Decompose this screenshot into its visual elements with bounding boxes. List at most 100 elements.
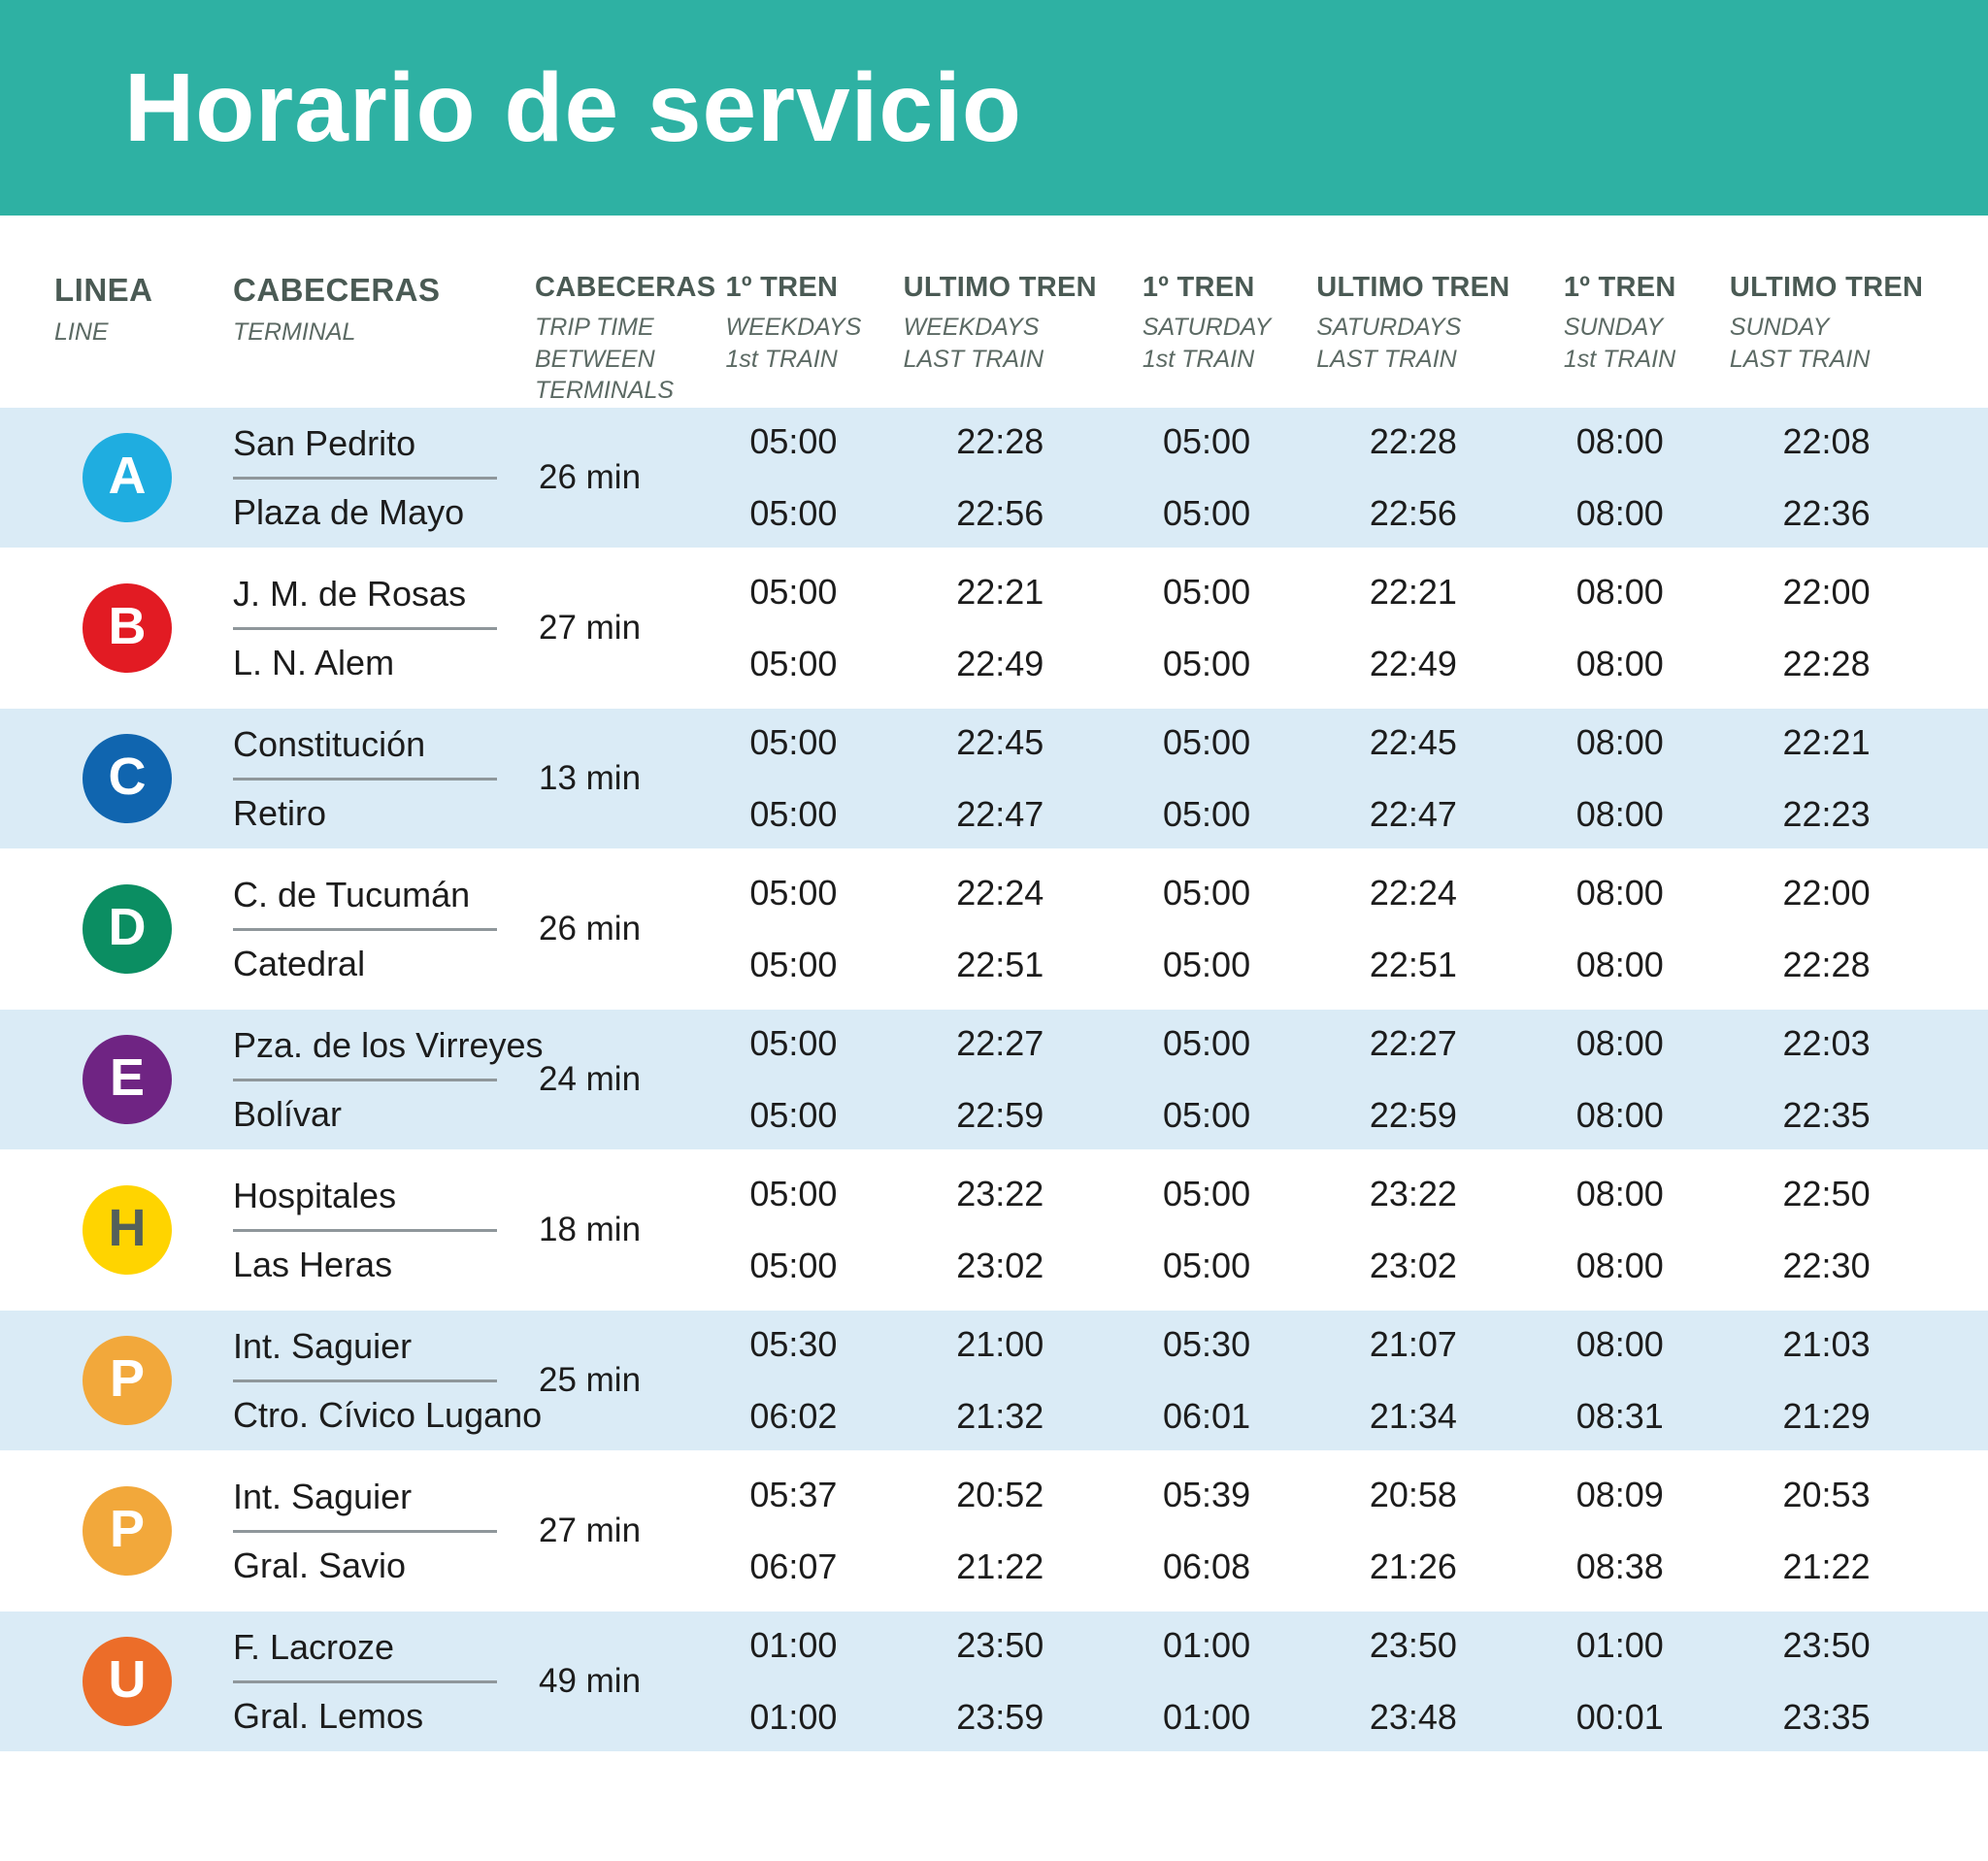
time-value: 05:00 — [1163, 722, 1251, 762]
terminal-divider — [233, 1529, 497, 1533]
time-value: 23:22 — [956, 1174, 1044, 1213]
sunday-last-times: 20:53 21:22 — [1723, 1475, 1930, 1587]
column-header-weekday-first: 1º TREN WEEKDAYS 1st TRAIN — [725, 272, 862, 373]
row-line-d: D C. de Tucumán Catedral 26 min 05:00 05:… — [0, 859, 1988, 999]
line-b-badge: B — [83, 583, 172, 673]
terminal-top: Constitución — [233, 723, 426, 764]
time-value: 00:01 — [1575, 1697, 1664, 1737]
weekday-first-times: 05:30 06:02 — [690, 1324, 897, 1437]
terminal-top: San Pedrito — [233, 422, 416, 463]
time-value: 05:00 — [1163, 572, 1251, 612]
saturday-last-times: 22:28 22:56 — [1309, 421, 1516, 534]
weekday-first-times: 05:00 05:00 — [690, 421, 897, 534]
time-value: 22:50 — [1782, 1174, 1871, 1213]
saturday-first-times: 05:00 05:00 — [1104, 1174, 1310, 1286]
weekday-first-times: 05:00 05:00 — [690, 1023, 897, 1136]
saturday-first-times: 05:00 05:00 — [1104, 1023, 1310, 1136]
time-value: 05:00 — [749, 1023, 838, 1063]
time-value: 21:22 — [1782, 1546, 1871, 1586]
time-value: 23:50 — [1782, 1625, 1871, 1665]
time-value: 23:48 — [1369, 1697, 1457, 1737]
weekday-first-times: 05:00 05:00 — [690, 873, 897, 985]
terminal-divider — [233, 1679, 497, 1683]
terminal-divider — [233, 626, 497, 630]
sunday-first-times: 08:09 08:38 — [1516, 1475, 1723, 1587]
timetable: A San Pedrito Plaza de Mayo 26 min 05:00… — [0, 408, 1988, 1751]
time-value: 05:00 — [1163, 1023, 1251, 1063]
time-value: 22:28 — [1782, 644, 1871, 683]
sunday-last-times: 22:08 22:36 — [1723, 421, 1930, 534]
terminal-bottom: Retiro — [233, 792, 327, 833]
time-value: 08:09 — [1575, 1475, 1664, 1514]
sunday-first-times: 08:00 08:00 — [1516, 722, 1723, 835]
sunday-first-times: 08:00 08:00 — [1516, 873, 1723, 985]
column-header-saturday-last: ULTIMO TREN SATURDAYS LAST TRAIN — [1316, 272, 1510, 373]
saturday-last-times: 21:07 21:34 — [1309, 1324, 1516, 1437]
time-value: 22:45 — [1369, 722, 1457, 762]
saturday-first-times: 05:30 06:01 — [1104, 1324, 1310, 1437]
trip-time: 27 min — [539, 1512, 642, 1549]
time-value: 23:22 — [1369, 1174, 1457, 1213]
time-value: 20:52 — [956, 1475, 1044, 1514]
weekday-first-times: 05:00 05:00 — [690, 722, 897, 835]
terminal-divider — [233, 927, 497, 931]
time-value: 05:00 — [1163, 1246, 1251, 1285]
weekday-last-times: 20:52 21:22 — [897, 1475, 1104, 1587]
sunday-first-times: 08:00 08:00 — [1516, 572, 1723, 684]
column-header-trip-time: CABECERAS TRIP TIME BETWEEN TERMINALS — [535, 272, 716, 404]
weekday-last-times: 22:28 22:56 — [897, 421, 1104, 534]
time-value: 23:50 — [956, 1625, 1044, 1665]
page-title: Horario de servicio — [124, 52, 1022, 162]
time-value: 01:00 — [1575, 1625, 1664, 1665]
time-value: 22:59 — [1369, 1095, 1457, 1135]
row-line-e: E Pza. de los Virreyes Bolívar 24 min 05… — [0, 1010, 1988, 1149]
terminals-cell: J. M. de Rosas L. N. Alem — [200, 574, 535, 683]
time-value: 05:30 — [1163, 1324, 1251, 1364]
terminal-top: C. de Tucumán — [233, 874, 471, 914]
time-value: 08:00 — [1575, 644, 1664, 683]
time-value: 22:51 — [1369, 945, 1457, 984]
time-value: 06:01 — [1163, 1396, 1251, 1436]
time-value: 22:45 — [956, 722, 1044, 762]
row-line-b: B J. M. de Rosas L. N. Alem 27 min 05:00… — [0, 558, 1988, 698]
time-value: 05:39 — [1163, 1475, 1251, 1514]
time-value: 05:00 — [749, 421, 838, 461]
time-value: 23:02 — [1369, 1246, 1457, 1285]
weekday-last-times: 22:45 22:47 — [897, 722, 1104, 835]
saturday-first-times: 05:00 05:00 — [1104, 421, 1310, 534]
column-header-linea: LINEA LINE — [54, 272, 153, 346]
terminal-bottom: Ctro. Cívico Lugano — [233, 1394, 543, 1435]
sunday-first-times: 08:00 08:31 — [1516, 1324, 1723, 1437]
time-value: 20:53 — [1782, 1475, 1871, 1514]
terminals-cell: Hospitales Las Heras — [200, 1176, 535, 1285]
column-header-sunday-first: 1º TREN SUNDAY 1st TRAIN — [1563, 272, 1676, 373]
terminals-cell: C. de Tucumán Catedral — [200, 875, 535, 984]
row-line-a: A San Pedrito Plaza de Mayo 26 min 05:00… — [0, 408, 1988, 548]
trip-time: 24 min — [539, 1060, 642, 1098]
column-header-sunday-last: ULTIMO TREN SUNDAY LAST TRAIN — [1729, 272, 1924, 373]
row-line-p2: P Int. Saguier Gral. Savio 27 min 05:37 0… — [0, 1461, 1988, 1601]
time-value: 05:00 — [749, 873, 838, 913]
sunday-last-times: 22:50 22:30 — [1723, 1174, 1930, 1286]
time-value: 22:28 — [956, 421, 1044, 461]
time-value: 21:03 — [1782, 1324, 1871, 1364]
line-u-badge: U — [83, 1637, 172, 1726]
title-banner: Horario de servicio — [0, 0, 1988, 216]
time-value: 22:28 — [1782, 945, 1871, 984]
time-value: 05:00 — [1163, 493, 1251, 533]
trip-time: 25 min — [539, 1361, 642, 1399]
time-value: 01:00 — [1163, 1625, 1251, 1665]
saturday-last-times: 20:58 21:26 — [1309, 1475, 1516, 1587]
time-value: 08:31 — [1575, 1396, 1664, 1436]
time-value: 08:00 — [1575, 873, 1664, 913]
time-value: 08:00 — [1575, 1246, 1664, 1285]
time-value: 05:00 — [749, 794, 838, 834]
time-value: 05:00 — [1163, 421, 1251, 461]
weekday-last-times: 23:22 23:02 — [897, 1174, 1104, 1286]
time-value: 05:00 — [1163, 794, 1251, 834]
time-value: 01:00 — [1163, 1697, 1251, 1737]
time-value: 05:00 — [749, 945, 838, 984]
time-value: 08:00 — [1575, 1095, 1664, 1135]
time-value: 22:49 — [1369, 644, 1457, 683]
saturday-last-times: 22:45 22:47 — [1309, 722, 1516, 835]
